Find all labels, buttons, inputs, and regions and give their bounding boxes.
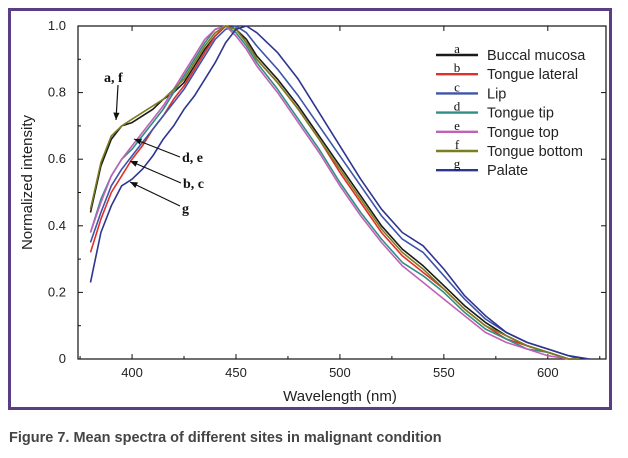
legend-key-b: b	[454, 60, 461, 75]
legend-label-g: Palate	[487, 163, 528, 179]
annotation-label: b, c	[183, 177, 204, 192]
y-tick-label: 0.6	[48, 151, 66, 166]
legend-key-f: f	[455, 137, 460, 152]
y-tick-label: 0.2	[48, 284, 66, 299]
annotation-arrow	[133, 138, 181, 158]
figure-frame	[8, 8, 612, 410]
legend-label-f: Tongue bottom	[487, 144, 583, 160]
x-tick-label: 400	[121, 365, 143, 380]
x-tick-label: 600	[537, 365, 559, 380]
annotation-arrow	[129, 181, 181, 207]
legend-key-d: d	[454, 99, 461, 114]
annotation-arrowhead	[113, 112, 120, 120]
x-axis-label: Wavelength (nm)	[283, 388, 397, 405]
x-tick-label: 550	[433, 365, 455, 380]
legend-key-c: c	[454, 79, 460, 94]
series-line-d	[89, 25, 579, 360]
legend-key-g: g	[454, 156, 461, 171]
legend-label-b: Tongue lateral	[487, 67, 578, 83]
series-line-g	[89, 25, 590, 360]
series-line-a	[89, 25, 579, 360]
x-tick-label: 500	[329, 365, 351, 380]
y-axis-label: Normalized intensity	[19, 114, 36, 250]
y-tick-label: 0	[59, 351, 66, 366]
legend-key-a: a	[454, 41, 460, 56]
legend-label-c: Lip	[487, 86, 506, 102]
y-tick-label: 0.8	[48, 85, 66, 100]
x-tick-label: 450	[225, 365, 247, 380]
legend-label-a: Buccal mucosa	[487, 48, 586, 64]
series-line-e	[89, 25, 579, 360]
legend-key-e: e	[454, 118, 460, 133]
annotation-arrowhead	[130, 182, 138, 188]
y-tick-label: 0.4	[48, 218, 66, 233]
annotation-label: d, e	[182, 151, 203, 166]
series-line-f	[89, 25, 579, 360]
legend-label-d: Tongue tip	[487, 106, 554, 122]
annotation-label: a, f	[104, 71, 123, 86]
figure-caption: Figure 7. Mean spectra of different site…	[9, 430, 442, 446]
annotation-arrowhead	[134, 138, 142, 145]
y-tick-label: 1.0	[48, 18, 66, 33]
series-line-c	[89, 25, 580, 360]
legend-label-e: Tongue top	[487, 125, 559, 141]
annotation-arrow	[129, 160, 182, 184]
annotation-arrowhead	[130, 161, 138, 167]
annotation-label: g	[182, 202, 189, 217]
